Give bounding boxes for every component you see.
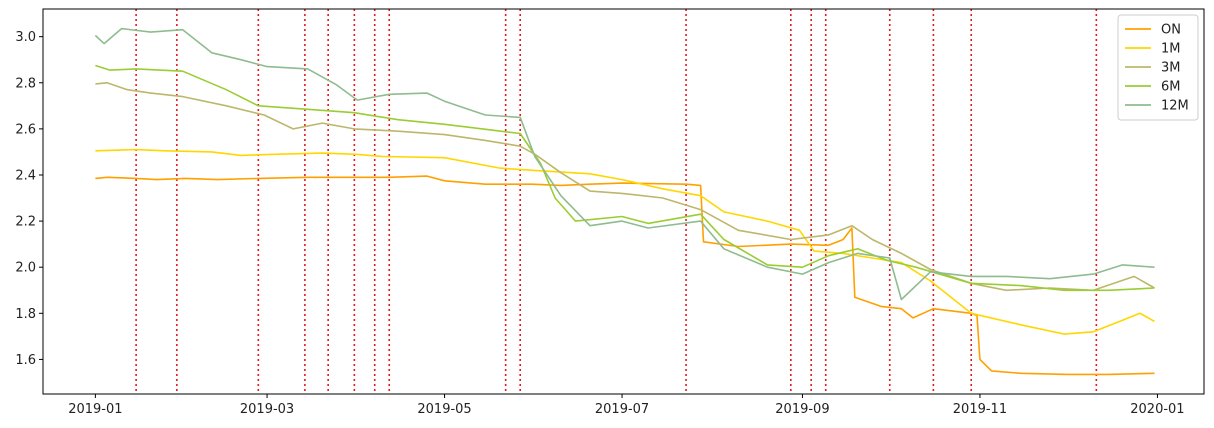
legend-label-3m: 3M bbox=[1161, 61, 1181, 76]
x-tick-label: 2019-07 bbox=[595, 402, 649, 417]
x-tick-label: 2019-01 bbox=[68, 402, 122, 417]
y-tick-label: 1.8 bbox=[15, 307, 36, 322]
series-lines bbox=[94, 27, 1155, 376]
y-tick-label: 2.8 bbox=[15, 76, 36, 91]
x-tick-label: 2019-11 bbox=[953, 402, 1007, 417]
event-marker-lines bbox=[135, 9, 1098, 394]
legend-label-on: ON bbox=[1161, 23, 1181, 38]
series-line-3m bbox=[95, 82, 1155, 292]
y-tick-label: 2.0 bbox=[15, 261, 36, 276]
legend-label-1m: 1M bbox=[1161, 42, 1181, 57]
y-tick-label: 3.0 bbox=[15, 30, 36, 45]
legend-label-6m: 6M bbox=[1161, 80, 1181, 95]
x-axis: 2019-01 2019-03 2019-05 2019-07 2019-09 2019-… bbox=[68, 394, 1185, 417]
legend-box bbox=[1117, 14, 1199, 121]
y-tick-label: 1.6 bbox=[15, 353, 36, 368]
y-tick-label: 2.2 bbox=[15, 215, 36, 230]
x-tick-label: 2019-05 bbox=[417, 402, 471, 417]
y-tick-label: 2.6 bbox=[15, 122, 36, 137]
series-line-1m bbox=[95, 148, 1155, 335]
y-tick-label: 2.4 bbox=[15, 168, 36, 183]
series-line-on bbox=[95, 175, 1155, 376]
x-tick-label: 2019-03 bbox=[240, 402, 294, 417]
y-axis: 1.6 1.8 2.0 2.2 2.4 2.6 2.8 3.0 bbox=[15, 30, 43, 368]
series-line-12m bbox=[94, 27, 1155, 301]
legend: ON 1M 3M 6M 12M bbox=[1117, 14, 1199, 121]
x-tick-label: 2019-09 bbox=[775, 402, 829, 417]
legend-label-12m: 12M bbox=[1161, 99, 1189, 114]
plot-area-frame bbox=[42, 8, 1205, 395]
x-tick-label: 2020-01 bbox=[1130, 402, 1184, 417]
